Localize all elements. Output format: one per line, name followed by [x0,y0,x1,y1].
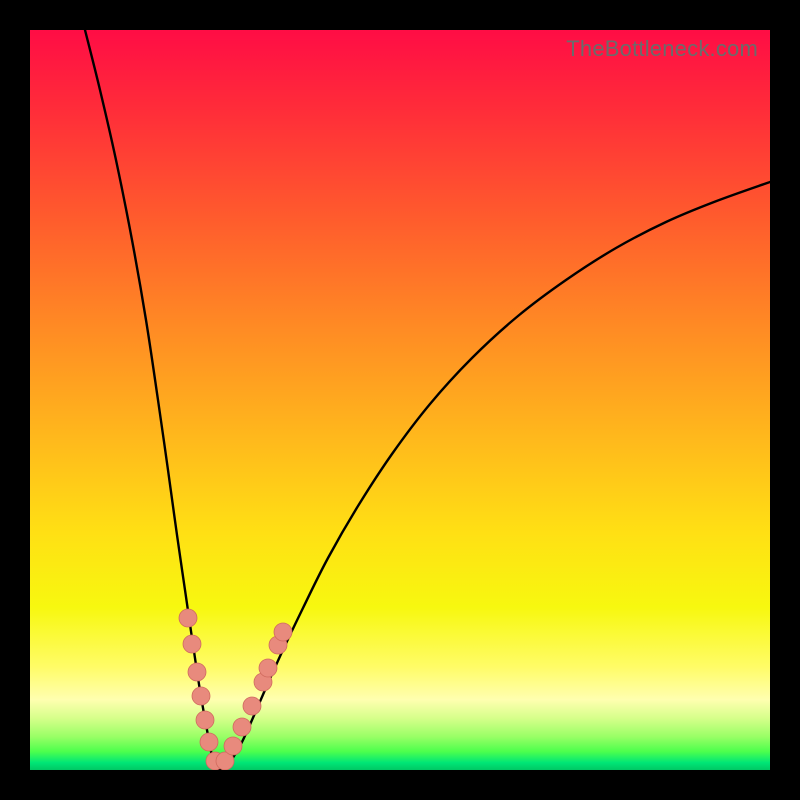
data-marker [192,687,210,705]
data-marker [196,711,214,729]
data-marker [233,718,251,736]
data-marker [259,659,277,677]
curve-layer [30,30,770,770]
chart-frame: TheBottleneck.com [0,0,800,800]
plot-area: TheBottleneck.com [30,30,770,770]
data-marker [200,733,218,751]
data-marker [243,697,261,715]
curve-left-branch [85,30,219,769]
watermark-text: TheBottleneck.com [566,36,758,62]
data-markers [179,609,292,770]
data-marker [188,663,206,681]
data-marker [224,737,242,755]
curve-right-branch [219,182,770,769]
data-marker [179,609,197,627]
data-marker [183,635,201,653]
data-marker [274,623,292,641]
